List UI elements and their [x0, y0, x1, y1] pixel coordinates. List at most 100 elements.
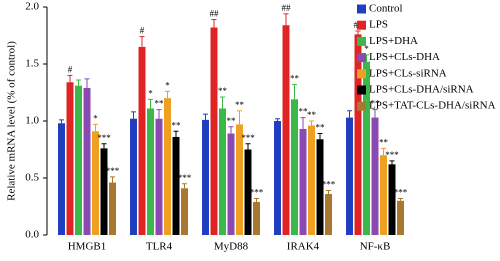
legend-label: LPS+CLs-siRNA: [369, 67, 447, 79]
bar: [58, 123, 65, 235]
error-bar: [381, 147, 386, 156]
error-bar: [220, 96, 225, 109]
error-bar: [326, 190, 331, 194]
x-tick-label: TLR4: [146, 241, 173, 253]
significance-label: ##: [282, 3, 292, 13]
legend-label: LPS+CLs-DHA: [369, 51, 440, 63]
legend-label: Control: [369, 3, 403, 15]
error-bar: [211, 19, 217, 28]
error-bar: [203, 113, 208, 120]
bar: [210, 27, 218, 235]
y-tick-label: 2.0: [25, 1, 39, 13]
error-bar: [245, 143, 251, 150]
x-tick-label: NF-κB: [360, 241, 391, 253]
x-tick-label: MyD88: [214, 241, 249, 253]
bar: [363, 61, 370, 235]
bar: [388, 164, 396, 235]
bar: [308, 125, 315, 235]
significance-label: ***: [394, 188, 408, 198]
error-bar: [237, 110, 242, 125]
x-tick-label: IRAK4: [287, 241, 320, 253]
bar: [75, 85, 82, 235]
significance-label: ##: [210, 9, 220, 19]
error-bar: [110, 176, 115, 183]
significance-label: ***: [178, 173, 192, 183]
bar: [83, 87, 91, 235]
legend-swatch: [357, 36, 366, 46]
significance-label: **: [371, 99, 381, 109]
y-tick-label: 0.0: [25, 229, 39, 241]
bar: [346, 117, 353, 235]
bar: [227, 133, 235, 235]
bar: [172, 136, 180, 235]
significance-label: **: [307, 110, 317, 120]
significance-label: **: [155, 99, 165, 109]
significance-label: ***: [250, 188, 264, 198]
significance-label: *: [165, 80, 170, 90]
bar: [92, 131, 99, 235]
bar: [66, 82, 74, 236]
bar: [274, 121, 281, 235]
legend-swatch: [357, 4, 366, 14]
significance-label: **: [299, 107, 309, 117]
significance-label: **: [379, 137, 389, 147]
y-axis-label: Relative mRNA level (% of control): [6, 41, 18, 201]
legend-swatch: [357, 69, 366, 79]
legend-swatch: [357, 20, 366, 30]
bar: [316, 139, 324, 235]
bar: [219, 108, 226, 235]
error-bar: [292, 84, 297, 100]
error-bar: [347, 110, 352, 118]
legend-swatch: [357, 53, 366, 63]
error-bar: [317, 133, 323, 140]
error-bar: [101, 143, 107, 149]
error-bar: [182, 183, 187, 189]
bar: [202, 119, 209, 235]
error-bar: [76, 79, 81, 86]
significance-label: **: [290, 74, 300, 84]
bar: [138, 46, 146, 236]
significance-label: *: [148, 88, 153, 98]
significance-label: *: [93, 113, 98, 123]
error-bar: [156, 109, 162, 119]
y-tick-label: 1.5: [25, 58, 39, 70]
error-bar: [309, 120, 314, 126]
bar: [236, 124, 243, 235]
bar: [130, 118, 137, 235]
error-bar: [59, 119, 64, 124]
error-bar: [165, 90, 170, 99]
legend-swatch: [357, 85, 366, 95]
significance-label: **: [172, 120, 182, 130]
legend-label: LPS+DHA: [369, 35, 418, 47]
error-bar: [93, 123, 98, 132]
bar: [109, 182, 116, 235]
significance-label: **: [227, 116, 237, 126]
significance-label: ***: [241, 133, 255, 143]
bar: [354, 34, 362, 235]
legend-label: LPS: [369, 19, 388, 31]
bar: [164, 98, 171, 235]
significance-label: #: [140, 26, 145, 36]
significance-label: ***: [97, 133, 111, 143]
bar: [397, 200, 404, 235]
error-bar: [84, 78, 90, 88]
bar: [325, 193, 332, 235]
error-bar: [283, 13, 289, 26]
significance-label: *: [364, 44, 369, 54]
error-bar: [355, 30, 361, 35]
significance-label: **: [235, 100, 245, 110]
error-bar: [228, 126, 234, 134]
significance-label: ***: [385, 150, 399, 160]
bar: [371, 117, 379, 235]
error-bar: [275, 118, 280, 121]
y-tick-label: 0.5: [25, 172, 39, 184]
bar: [100, 148, 108, 235]
bar: [147, 108, 154, 235]
bar: [253, 201, 260, 235]
x-tick-label: HMGB1: [68, 241, 107, 253]
significance-label: ***: [322, 180, 336, 190]
error-bar: [389, 160, 395, 165]
bar: [299, 128, 307, 235]
error-bar: [254, 198, 259, 202]
